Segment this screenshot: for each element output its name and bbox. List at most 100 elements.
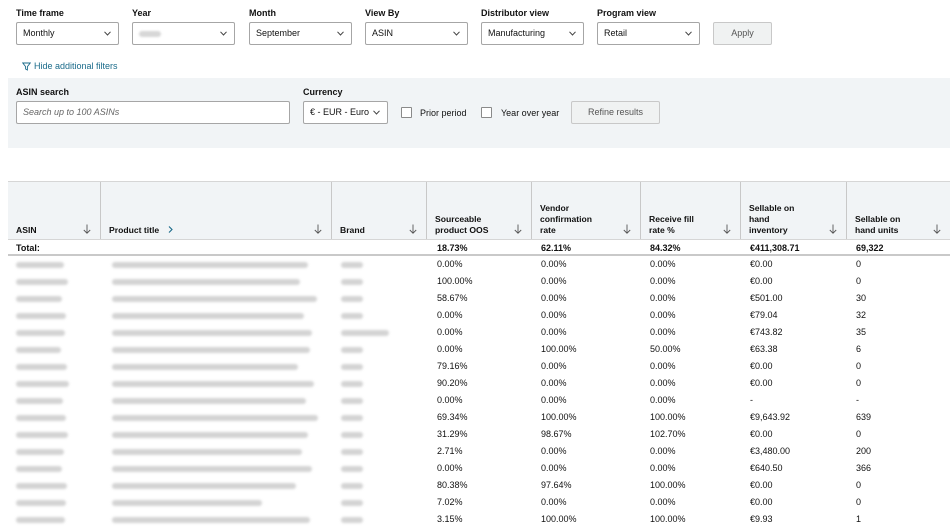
table-row: 0.00% 100.00% 50.00% €63.38 6 xyxy=(8,341,950,358)
cell-brand xyxy=(341,324,389,341)
product-title-header-text: Product title xyxy=(109,225,160,235)
month-select[interactable]: September xyxy=(249,22,352,45)
sort-arrow-icon[interactable] xyxy=(829,224,837,234)
column-header-brand[interactable]: Brand xyxy=(331,182,426,240)
distributor-view-select[interactable]: Manufacturing xyxy=(481,22,584,45)
month-value: September xyxy=(256,28,301,38)
cell-sourceable-oos: 69.34% xyxy=(437,412,468,422)
cell-brand-redacted xyxy=(341,380,363,387)
cell-receive-fill: 0.00% xyxy=(650,463,676,473)
cell-brand-redacted xyxy=(341,295,363,302)
cell-product-title-redacted xyxy=(112,516,310,523)
table-row: 2.71% 0.00% 0.00% €3,480.00 200 xyxy=(8,443,950,460)
sort-arrow-icon[interactable] xyxy=(83,224,91,234)
cell-receive-fill: 50.00% xyxy=(650,344,681,354)
cell-receive-fill: 0.00% xyxy=(650,327,676,337)
total-sellable-units: 69,322 xyxy=(856,243,884,253)
cell-product-title-redacted xyxy=(112,346,310,353)
cell-asin xyxy=(16,307,66,324)
time-frame-select[interactable]: Monthly xyxy=(16,22,119,45)
cell-asin-redacted xyxy=(16,499,66,506)
cell-product-title xyxy=(112,290,317,307)
distributor-view-filter: Distributor view xyxy=(481,8,549,21)
view-by-select[interactable]: ASIN xyxy=(365,22,468,45)
column-header-sellable-inventory[interactable]: Sellable on hand inventory xyxy=(740,182,846,240)
cell-sellable-units: 366 xyxy=(856,463,872,473)
year-over-year-label: Year over year xyxy=(501,108,560,118)
cell-sellable-inventory: €3,480.00 xyxy=(750,446,791,456)
time-frame-filter: Time frame xyxy=(16,8,64,21)
cell-receive-fill: 0.00% xyxy=(650,361,676,371)
cell-receive-fill: 0.00% xyxy=(650,293,676,303)
sort-arrow-icon[interactable] xyxy=(409,224,417,234)
apply-button[interactable]: Apply xyxy=(713,22,772,45)
cell-brand-redacted xyxy=(341,414,363,421)
cell-brand-redacted xyxy=(341,448,363,455)
cell-receive-fill: 0.00% xyxy=(650,259,676,269)
cell-product-title-redacted xyxy=(112,465,312,472)
year-label: Year xyxy=(132,8,152,18)
cell-brand xyxy=(341,426,363,443)
cell-brand xyxy=(341,358,363,375)
cell-product-title xyxy=(112,443,302,460)
table-row: 0.00% 0.00% 0.00% €640.50 366 xyxy=(8,460,950,477)
cell-product-title-redacted xyxy=(112,448,302,455)
cell-vendor-confirmation: 100.00% xyxy=(541,514,577,524)
column-header-product-title[interactable]: Product title xyxy=(100,182,331,240)
cell-sellable-units: 0 xyxy=(856,378,862,388)
cell-product-title-redacted xyxy=(112,363,298,370)
chevron-right-icon[interactable] xyxy=(166,225,175,234)
cell-receive-fill: 100.00% xyxy=(650,480,686,490)
year-select[interactable] xyxy=(132,22,235,45)
cell-vendor-confirmation: 97.64% xyxy=(541,480,572,490)
cell-sellable-inventory: €0.00 xyxy=(750,361,773,371)
currency-value: € - EUR - Euro xyxy=(310,107,370,117)
cell-product-title xyxy=(112,511,310,528)
asin-search-input[interactable]: Search up to 100 ASINs xyxy=(16,101,290,124)
cell-receive-fill: 0.00% xyxy=(650,310,676,320)
cell-asin xyxy=(16,273,68,290)
column-header-label: Vendor confirmation rate xyxy=(540,203,593,235)
cell-brand xyxy=(341,256,363,273)
sort-arrow-icon[interactable] xyxy=(933,224,941,234)
sort-arrow-icon[interactable] xyxy=(514,224,522,234)
cell-vendor-confirmation: 0.00% xyxy=(541,259,567,269)
prior-period-checkbox[interactable] xyxy=(401,107,412,118)
chevron-down-icon xyxy=(337,31,344,36)
cell-sourceable-oos: 0.00% xyxy=(437,344,463,354)
hide-additional-filters-link[interactable]: Hide additional filters xyxy=(22,61,118,71)
cell-asin xyxy=(16,443,64,460)
column-header-asin[interactable]: ASIN xyxy=(8,182,100,240)
column-header-receive-fill-rate[interactable]: Receive fill rate % xyxy=(640,182,740,240)
cell-product-title xyxy=(112,460,312,477)
program-view-value: Retail xyxy=(604,28,628,38)
refine-results-button[interactable]: Refine results xyxy=(571,101,660,124)
cell-brand xyxy=(341,443,363,460)
column-header-sellable-units[interactable]: Sellable on hand units xyxy=(846,182,950,240)
cell-sellable-inventory: €9,643.92 xyxy=(750,412,791,422)
sort-arrow-icon[interactable] xyxy=(723,224,731,234)
cell-product-title-redacted xyxy=(112,278,300,285)
filter-icon xyxy=(22,62,31,71)
table-body: 0.00% 0.00% 0.00% €0.00 0 100.00% 0.00% 0.00% €0… xyxy=(8,256,950,528)
sort-arrow-icon[interactable] xyxy=(623,224,631,234)
cell-sourceable-oos: 80.38% xyxy=(437,480,468,490)
sort-arrow-icon[interactable] xyxy=(314,224,322,234)
cell-product-title-redacted xyxy=(112,499,262,506)
cell-sourceable-oos: 0.00% xyxy=(437,259,463,269)
cell-brand xyxy=(341,409,363,426)
currency-select[interactable]: € - EUR - Euro xyxy=(303,101,388,124)
cell-receive-fill: 0.00% xyxy=(650,276,676,286)
column-header-vendor-confirmation[interactable]: Vendor confirmation rate xyxy=(531,182,640,240)
year-over-year-checkbox[interactable] xyxy=(481,107,492,118)
month-filter: Month xyxy=(249,8,276,21)
cell-brand xyxy=(341,511,363,528)
column-header-sourceable-oos[interactable]: Sourceable product OOS xyxy=(426,182,531,240)
program-view-select[interactable]: Retail xyxy=(597,22,700,45)
cell-product-title xyxy=(112,494,262,511)
cell-sellable-units: 1 xyxy=(856,514,862,524)
cell-brand-redacted xyxy=(341,397,363,404)
cell-asin xyxy=(16,358,67,375)
cell-receive-fill: 100.00% xyxy=(650,514,686,524)
cell-sellable-units: 0 xyxy=(856,259,862,269)
